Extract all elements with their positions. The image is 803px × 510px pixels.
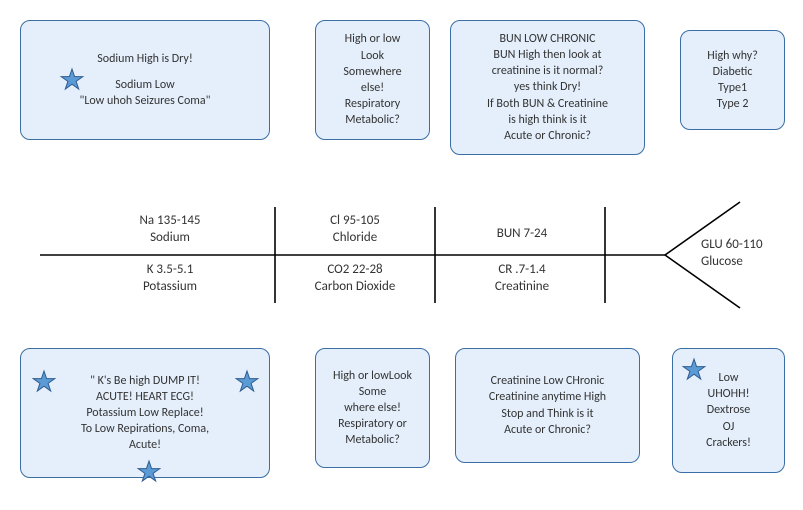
star-icon <box>138 461 160 481</box>
star-icon <box>61 69 83 89</box>
star-icon <box>33 371 55 391</box>
star-icon <box>683 359 705 379</box>
stars-layer <box>0 0 803 510</box>
star-icon <box>236 371 258 391</box>
